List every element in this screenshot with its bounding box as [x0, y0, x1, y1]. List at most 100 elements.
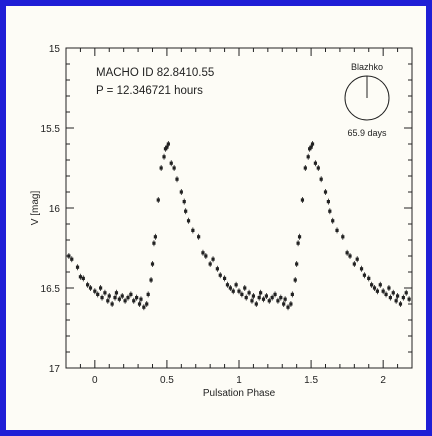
point-marker [159, 166, 163, 170]
point-marker [169, 161, 173, 165]
point-marker [137, 302, 142, 306]
data-point [191, 227, 195, 234]
point-marker [306, 155, 310, 159]
point-marker [165, 145, 169, 149]
data-point [120, 293, 124, 299]
point-marker [370, 283, 374, 287]
data-point [401, 294, 405, 301]
data-point [186, 217, 191, 224]
point-marker [264, 294, 268, 298]
point-marker [273, 292, 277, 296]
data-point [117, 296, 121, 303]
data-point [100, 294, 104, 301]
point-marker [145, 302, 149, 306]
point-marker [270, 296, 274, 300]
data-point [179, 189, 183, 195]
point-marker [286, 305, 290, 309]
data-point [243, 285, 247, 291]
y-tick-label: 16 [49, 204, 61, 215]
point-marker [394, 299, 398, 303]
point-marker [254, 302, 258, 306]
point-marker [387, 286, 391, 290]
period-annotation: P = 12.346721 hours [96, 85, 203, 97]
point-marker [293, 278, 297, 282]
point-marker [375, 289, 379, 293]
data-point [225, 281, 230, 288]
point-marker [372, 286, 377, 290]
data-point [81, 275, 85, 282]
data-point [259, 289, 263, 296]
y-tick-label: 15 [49, 44, 61, 55]
data-point [328, 208, 332, 215]
data-point [208, 261, 212, 267]
point-marker [234, 283, 238, 287]
data-point [264, 293, 268, 299]
data-point [254, 301, 258, 307]
point-marker [99, 286, 103, 290]
point-marker [186, 219, 191, 223]
data-point [215, 265, 219, 272]
point-marker [150, 262, 155, 266]
point-marker [407, 297, 411, 301]
point-marker [204, 254, 208, 258]
blazhko-title: Blazhko [351, 62, 383, 72]
data-point [296, 240, 300, 247]
point-marker [182, 200, 186, 204]
data-point [270, 294, 274, 301]
data-point [279, 294, 283, 301]
point-marker [345, 251, 349, 255]
x-tick-label: 1.5 [304, 375, 318, 386]
point-marker [172, 166, 176, 170]
data-point [70, 256, 74, 263]
point-marker [259, 291, 263, 295]
point-marker [75, 265, 80, 269]
point-marker [231, 289, 235, 293]
data-point [381, 288, 385, 295]
point-marker [359, 267, 364, 271]
data-point [375, 288, 379, 295]
data-point [106, 297, 110, 304]
data-point [387, 285, 391, 291]
data-point [78, 273, 83, 280]
data-point [110, 301, 114, 307]
data-point [240, 291, 244, 298]
data-point [283, 296, 287, 303]
point-marker [166, 142, 170, 146]
data-point [237, 288, 241, 295]
data-point [362, 272, 367, 279]
point-marker [67, 254, 71, 258]
data-point [86, 281, 90, 288]
point-marker [326, 200, 330, 204]
point-marker [313, 161, 318, 165]
data-point [290, 291, 294, 298]
data-point [204, 253, 208, 259]
point-marker [267, 299, 271, 303]
data-point [372, 285, 377, 291]
point-marker [243, 286, 247, 290]
data-point [257, 294, 261, 301]
point-marker [391, 291, 395, 295]
point-marker [114, 291, 119, 295]
point-marker [156, 198, 160, 202]
data-point [391, 289, 395, 296]
point-marker [316, 166, 320, 170]
point-marker [126, 296, 130, 300]
data-point [99, 285, 103, 291]
point-marker [107, 294, 111, 298]
x-axis-label: Pulsation Phase [203, 388, 276, 399]
data-point [297, 233, 302, 240]
point-marker [251, 294, 256, 298]
point-marker [319, 177, 323, 181]
data-point [175, 176, 179, 183]
data-point [300, 197, 305, 203]
point-marker [113, 296, 117, 300]
point-marker [96, 292, 100, 296]
x-tick-label: 1 [236, 375, 242, 386]
point-marker [184, 209, 188, 213]
data-point [142, 304, 146, 311]
point-marker [341, 235, 345, 239]
point-marker [208, 262, 212, 266]
point-marker [70, 257, 74, 261]
point-marker [103, 291, 107, 295]
